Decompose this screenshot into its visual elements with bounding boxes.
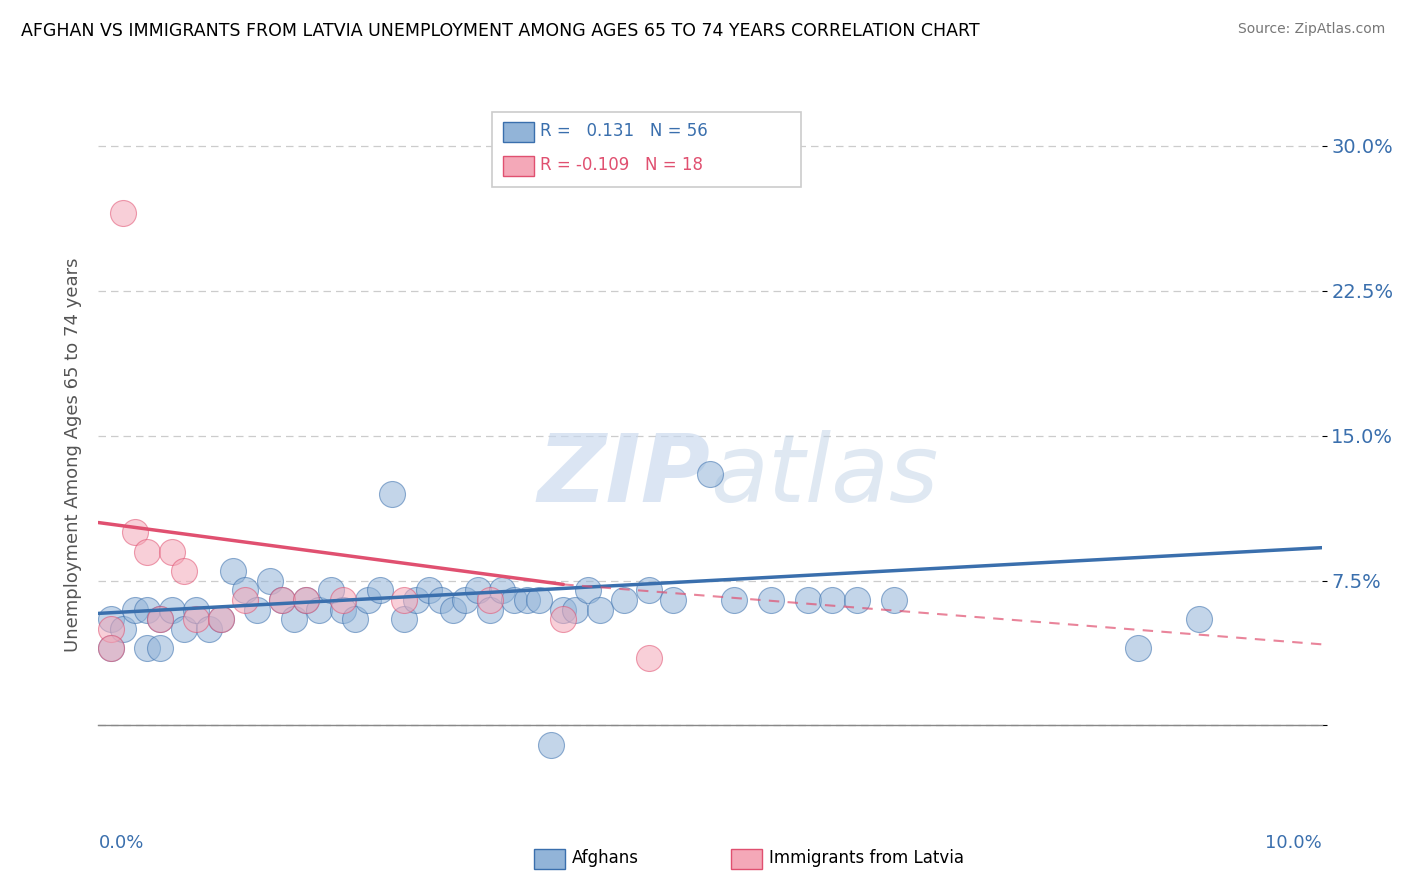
Point: [589, 602, 612, 616]
Point: [368, 583, 391, 598]
Point: [1128, 641, 1150, 656]
Point: [295, 592, 318, 607]
Point: [430, 592, 453, 607]
Point: [100, 641, 122, 656]
Point: [637, 583, 661, 598]
Point: [209, 612, 232, 626]
Point: [553, 602, 575, 616]
Point: [516, 592, 538, 607]
Point: [100, 641, 122, 656]
Point: [136, 641, 159, 656]
Point: [540, 738, 562, 752]
Point: [662, 592, 685, 607]
Point: [149, 612, 172, 626]
Text: Source: ZipAtlas.com: Source: ZipAtlas.com: [1237, 22, 1385, 37]
Point: [392, 592, 416, 607]
Point: [270, 592, 292, 607]
Point: [197, 622, 219, 636]
Point: [759, 592, 782, 607]
Text: 10.0%: 10.0%: [1265, 834, 1322, 852]
Point: [233, 583, 256, 598]
Point: [283, 612, 305, 626]
Text: Immigrants from Latvia: Immigrants from Latvia: [769, 849, 965, 867]
Point: [259, 574, 281, 588]
Point: [845, 592, 868, 607]
Point: [356, 592, 378, 607]
Point: [160, 544, 183, 558]
Point: [576, 583, 599, 598]
Point: [173, 564, 195, 578]
Point: [149, 641, 172, 656]
Point: [160, 602, 183, 616]
Text: R = -0.109   N = 18: R = -0.109 N = 18: [540, 156, 703, 174]
Point: [111, 622, 134, 636]
Point: [723, 592, 745, 607]
Point: [149, 612, 172, 626]
Text: Afghans: Afghans: [572, 849, 640, 867]
Point: [441, 602, 464, 616]
Point: [553, 612, 575, 626]
Point: [308, 602, 330, 616]
Point: [491, 583, 513, 598]
Point: [564, 602, 586, 616]
Text: R =   0.131   N = 56: R = 0.131 N = 56: [540, 122, 707, 140]
Point: [100, 622, 122, 636]
Point: [136, 544, 159, 558]
Y-axis label: Unemployment Among Ages 65 to 74 years: Unemployment Among Ages 65 to 74 years: [63, 258, 82, 652]
Point: [233, 592, 256, 607]
Point: [209, 612, 232, 626]
Point: [637, 651, 661, 665]
Point: [332, 602, 354, 616]
Point: [124, 525, 146, 540]
Text: atlas: atlas: [710, 430, 938, 521]
Text: AFGHAN VS IMMIGRANTS FROM LATVIA UNEMPLOYMENT AMONG AGES 65 TO 74 YEARS CORRELAT: AFGHAN VS IMMIGRANTS FROM LATVIA UNEMPLO…: [21, 22, 980, 40]
Point: [246, 602, 269, 616]
Point: [527, 592, 550, 607]
Point: [478, 592, 501, 607]
Point: [332, 592, 354, 607]
Text: 0.0%: 0.0%: [98, 834, 143, 852]
Point: [270, 592, 292, 607]
Point: [186, 602, 208, 616]
Point: [173, 622, 195, 636]
Point: [699, 467, 721, 482]
Point: [124, 602, 146, 616]
Point: [467, 583, 489, 598]
Point: [883, 592, 905, 607]
Point: [613, 592, 636, 607]
Point: [478, 602, 501, 616]
Point: [344, 612, 367, 626]
Point: [454, 592, 477, 607]
Text: ZIP: ZIP: [537, 430, 710, 522]
Point: [503, 592, 526, 607]
Point: [405, 592, 427, 607]
Point: [111, 206, 134, 220]
Point: [136, 602, 159, 616]
Point: [797, 592, 820, 607]
Point: [392, 612, 416, 626]
Point: [100, 612, 122, 626]
Point: [222, 564, 245, 578]
Point: [1188, 612, 1211, 626]
Point: [319, 583, 342, 598]
Point: [295, 592, 318, 607]
Point: [821, 592, 844, 607]
Point: [418, 583, 440, 598]
Point: [381, 486, 404, 500]
Point: [186, 612, 208, 626]
